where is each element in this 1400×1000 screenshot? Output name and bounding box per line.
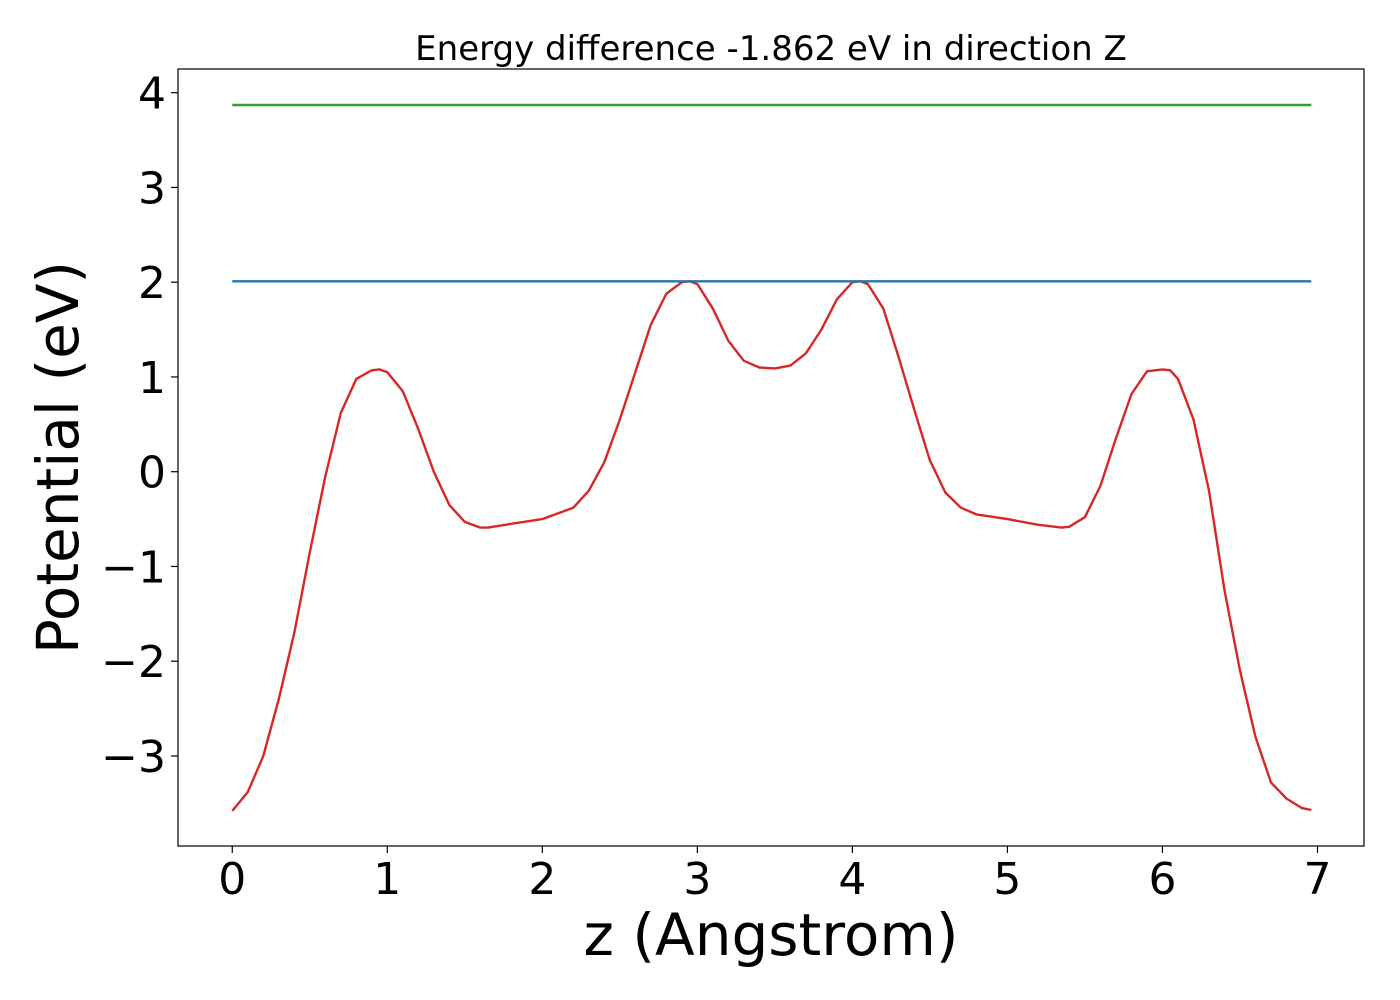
x-tick-label: 0 [218,854,246,905]
y-tick-label: 3 [138,163,166,214]
plot-lines [231,103,1312,812]
y-tick-label: −1 [101,542,166,593]
x-axis-label: z (Angstrom) [584,901,959,969]
y-tick-label: 1 [138,353,166,404]
x-tick-label: 2 [528,854,556,905]
x-tick-label: 1 [373,854,401,905]
y-tick-label: 2 [138,258,166,309]
series-line-1 [231,280,1312,812]
y-axis-label: Potential (eV) [24,261,92,654]
x-axis-ticks: 0 1 2 3 4 5 6 7 [218,846,1331,905]
y-tick-label: −3 [101,732,166,783]
y-tick-label: 0 [138,448,166,499]
plot-frame [177,68,1365,847]
y-tick-label: 4 [138,69,166,120]
x-tick-label: 6 [1148,854,1176,905]
x-tick-label: 3 [683,854,711,905]
x-tick-label: 5 [993,854,1021,905]
x-tick-label: 4 [838,854,866,905]
y-tick-label: −2 [101,637,166,688]
y-axis-ticks: −3 −2 −1 0 1 2 3 4 [101,69,178,783]
chart-title: Energy difference -1.862 eV in direction… [415,29,1127,69]
x-tick-label: 7 [1303,854,1331,905]
